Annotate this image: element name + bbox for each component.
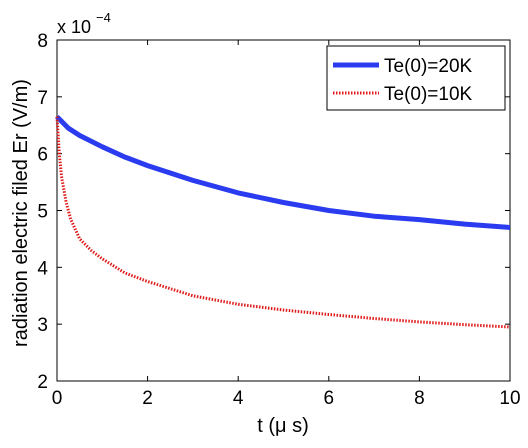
x-tick-label: 0	[52, 388, 63, 409]
series-line-1	[55, 114, 511, 230]
legend-label-2: Te(0)=10K	[384, 84, 473, 105]
x-tick-label: 8	[414, 388, 425, 409]
x-tick-label: 10	[499, 388, 520, 409]
x-tick-label: 4	[233, 388, 244, 409]
y-tick-label: 2	[37, 372, 48, 393]
y-axis-multiplier-exponent: −4	[96, 10, 111, 25]
y-axis-label: radiation electric filed Er (V/m)	[10, 79, 32, 347]
legend-box	[326, 45, 506, 111]
y-tick-label: 5	[37, 202, 48, 223]
y-tick-label: 6	[37, 145, 48, 166]
legend-label-1: Te(0)=20K	[384, 56, 473, 77]
y-tick-label: 8	[37, 31, 48, 52]
y-axis-multiplier: x 10	[57, 17, 91, 37]
y-tick-label: 4	[37, 258, 48, 279]
y-tick-label: 7	[37, 88, 48, 109]
series-line-2	[55, 116, 511, 329]
y-tick-label: 3	[37, 315, 48, 336]
x-tick-label: 2	[142, 388, 153, 409]
x-axis-label: t (μ s)	[257, 415, 309, 437]
x-tick-label: 6	[324, 388, 335, 409]
